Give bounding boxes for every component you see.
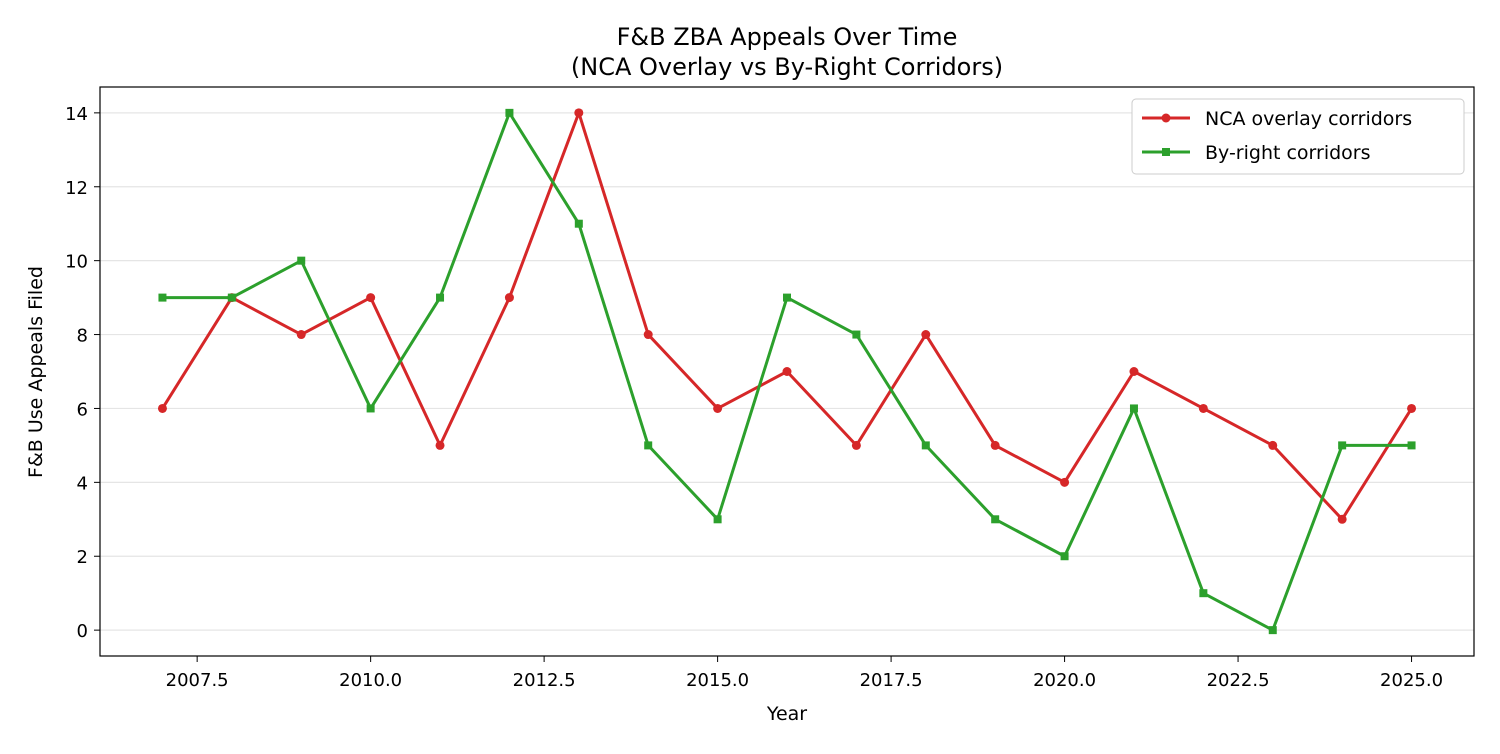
data-point xyxy=(366,293,376,303)
data-point xyxy=(921,441,930,450)
data-point xyxy=(713,515,722,524)
data-point xyxy=(505,108,514,117)
data-point xyxy=(1198,403,1208,413)
y-tick-label: 10 xyxy=(65,252,88,273)
data-point xyxy=(1199,589,1208,598)
chart-title: F&B ZBA Appeals Over Time xyxy=(617,23,958,51)
data-point xyxy=(1407,441,1416,450)
x-tick-label: 2010.0 xyxy=(339,670,402,691)
y-tick-label: 4 xyxy=(77,473,88,494)
data-point xyxy=(504,293,514,303)
data-point xyxy=(296,330,306,340)
data-point xyxy=(574,108,584,118)
data-point xyxy=(1060,552,1069,561)
y-tick-label: 0 xyxy=(77,621,88,642)
data-point xyxy=(1129,367,1139,376)
data-point xyxy=(297,256,306,265)
data-point xyxy=(227,293,236,302)
data-point xyxy=(643,330,653,340)
y-tick-label: 14 xyxy=(65,104,88,125)
data-point xyxy=(1338,441,1347,450)
x-tick-label: 2015.0 xyxy=(686,670,749,691)
legend-box xyxy=(1131,98,1465,175)
x-tick-label: 2017.5 xyxy=(860,670,923,691)
chart-subtitle: (NCA Overlay vs By-Right Corridors) xyxy=(571,53,1003,81)
data-point xyxy=(921,330,931,340)
data-point xyxy=(713,403,723,413)
legend-label-byright: By-right corridors xyxy=(1205,142,1371,164)
legend: NCA overlay corridors By-right corridors xyxy=(1131,98,1465,175)
legend-marker-nca xyxy=(1161,113,1171,123)
data-point xyxy=(574,219,583,228)
data-point xyxy=(435,440,445,450)
data-point xyxy=(157,403,167,413)
data-point xyxy=(436,293,445,302)
x-tick-label: 2007.5 xyxy=(166,670,229,691)
y-tick-label: 6 xyxy=(77,399,88,420)
legend-marker-byright xyxy=(1162,148,1170,156)
data-point xyxy=(1060,477,1070,487)
plot-frame xyxy=(99,86,1475,657)
data-point xyxy=(1407,403,1417,413)
data-point xyxy=(1337,514,1347,524)
x-tick-label: 2025.0 xyxy=(1380,670,1443,691)
y-tick-label: 8 xyxy=(77,326,88,347)
data-point xyxy=(783,293,791,302)
data-point xyxy=(991,515,1000,524)
data-point xyxy=(644,441,653,450)
data-point xyxy=(366,404,375,413)
data-point xyxy=(158,293,167,302)
x-tick-label: 2012.5 xyxy=(513,670,576,691)
data-point xyxy=(782,367,792,376)
y-axis-label: F&B Use Appeals Filed xyxy=(25,266,47,478)
data-point xyxy=(1129,404,1138,413)
data-point xyxy=(990,440,1000,450)
y-tick-label: 12 xyxy=(65,178,88,199)
data-point xyxy=(851,440,861,450)
x-axis-label: Year xyxy=(766,703,807,725)
x-tick-label: 2022.5 xyxy=(1207,670,1270,691)
data-point xyxy=(1268,440,1278,450)
data-point xyxy=(852,330,861,339)
y-tick-label: 2 xyxy=(77,547,88,568)
x-tick-label: 2020.0 xyxy=(1033,670,1096,691)
legend-label-nca: NCA overlay corridors xyxy=(1205,108,1412,130)
data-point xyxy=(1268,626,1277,635)
